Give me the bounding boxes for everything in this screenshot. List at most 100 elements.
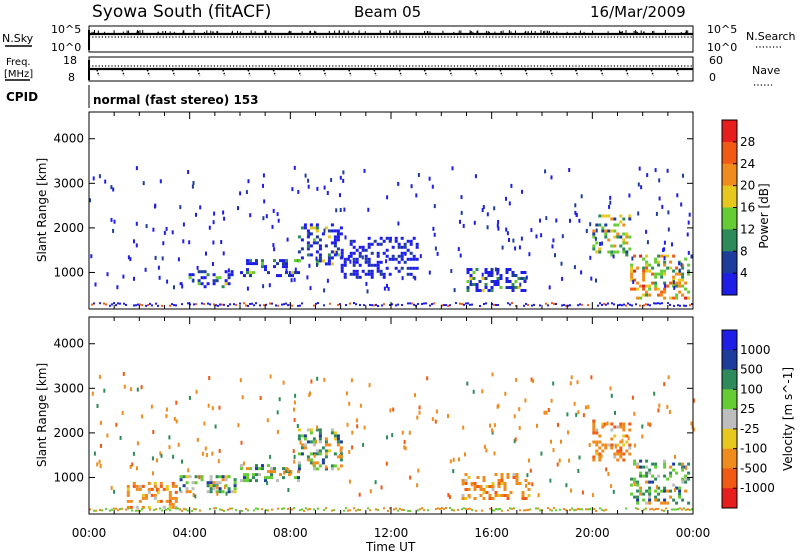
echo-cell <box>633 462 637 466</box>
echo-cell <box>312 238 316 242</box>
echo-cell <box>598 458 602 462</box>
echo-cell <box>681 468 685 472</box>
echo-cell <box>240 464 243 468</box>
echo-cell <box>157 304 159 307</box>
echo-cell <box>309 253 313 257</box>
echo-cell <box>685 508 687 511</box>
echo-cell <box>138 487 142 491</box>
echo-cell <box>450 269 453 273</box>
echo-cell <box>330 262 334 266</box>
echo-cell <box>651 474 655 478</box>
echo-cell <box>273 467 276 471</box>
echo-cell <box>641 424 644 429</box>
echo-cell <box>389 236 392 241</box>
freq-dip <box>96 69 100 77</box>
echo-cell <box>589 508 591 511</box>
echo-cell <box>382 275 386 279</box>
echo-cell <box>270 473 273 477</box>
echo-cell <box>677 508 679 511</box>
echo-cell <box>619 244 623 248</box>
echo-cell <box>135 221 138 226</box>
echo-cell <box>106 433 109 438</box>
echo-cell <box>93 302 95 305</box>
echo-cell <box>497 269 500 274</box>
echo-cell <box>537 507 539 510</box>
echo-cell <box>169 304 171 307</box>
echo-cell <box>215 490 219 494</box>
echo-cell <box>427 509 429 512</box>
power-colorbar-label: Power [dB] <box>757 183 771 248</box>
echo-cell <box>241 395 244 400</box>
echo-cell <box>363 304 365 307</box>
echo-cell <box>265 303 267 306</box>
echo-cell <box>206 490 210 494</box>
echo-cell <box>352 272 356 276</box>
echo-cell <box>379 272 383 276</box>
echo-cell <box>687 508 689 511</box>
echo-cell <box>530 228 533 233</box>
echo-cell <box>227 475 231 479</box>
echo-cell <box>672 278 676 282</box>
echo-cell <box>601 229 605 233</box>
echo-cell <box>599 302 601 305</box>
echo-cell <box>482 491 486 494</box>
echo-cell <box>198 475 201 480</box>
echo-cell <box>621 304 623 307</box>
echo-cell <box>687 220 690 225</box>
echo-cell <box>603 509 605 512</box>
echo-cell <box>645 260 649 264</box>
echo-cell <box>98 459 101 464</box>
echo-cell <box>233 490 237 494</box>
echo-cell <box>490 274 494 277</box>
echo-cell <box>577 469 580 473</box>
echo-cell <box>610 250 614 254</box>
echo-cell <box>165 414 168 419</box>
echo-cell <box>651 507 653 510</box>
echo-cell <box>352 239 356 243</box>
echo-cell <box>404 446 407 451</box>
echo-cell <box>306 275 309 280</box>
echo-cell <box>159 451 162 456</box>
echo-cell <box>636 465 640 469</box>
echo-cell <box>491 485 495 488</box>
echo-cell <box>418 405 421 410</box>
echo-cell <box>255 259 258 263</box>
echo-cell <box>675 293 679 297</box>
echo-cell <box>375 508 377 511</box>
echo-cell <box>666 477 670 481</box>
echo-cell <box>642 465 646 469</box>
echo-cell <box>294 267 297 272</box>
echo-cell <box>349 509 351 512</box>
colorbar-segment <box>722 389 737 410</box>
echo-cell <box>581 303 583 306</box>
echo-cell <box>497 482 501 485</box>
echo-cell <box>663 486 667 490</box>
echo-cell <box>276 212 279 217</box>
echo-cell <box>539 509 541 512</box>
echo-cell <box>636 498 640 502</box>
echo-cell <box>381 304 383 307</box>
echo-cell <box>109 304 111 307</box>
echo-cell <box>526 473 529 478</box>
echo-cell <box>227 282 231 286</box>
echo-cell <box>629 303 631 306</box>
echo-cell <box>175 419 178 424</box>
echo-cell <box>380 485 383 490</box>
echo-cell <box>466 381 469 386</box>
echo-cell <box>663 501 667 505</box>
echo-cell <box>215 475 219 479</box>
echo-cell <box>126 484 130 488</box>
echo-cell <box>436 251 439 256</box>
echo-cell <box>168 445 171 450</box>
echo-cell <box>449 507 451 510</box>
echo-cell <box>604 214 608 218</box>
echo-cell <box>518 482 522 485</box>
echo-cell <box>461 508 463 511</box>
echo-cell <box>630 287 634 291</box>
echo-cell <box>486 225 489 230</box>
echo-cell <box>119 302 121 305</box>
echo-cell <box>327 253 331 257</box>
echo-cell <box>469 507 471 510</box>
echo-cell <box>663 260 667 264</box>
echo-cell <box>653 508 655 511</box>
